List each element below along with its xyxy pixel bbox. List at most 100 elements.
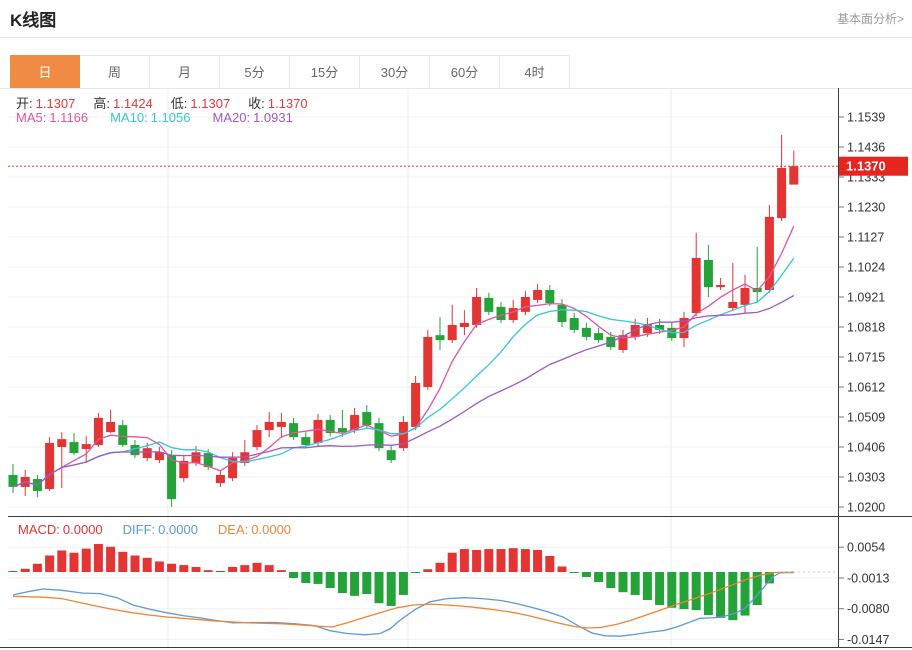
macd-axis-label: 0.0054 — [847, 541, 885, 555]
candle-body — [447, 324, 457, 341]
candle-body — [313, 419, 323, 443]
candle-body — [569, 317, 579, 330]
macd-histogram-bar — [398, 572, 408, 595]
macd-histogram-bar — [679, 572, 689, 610]
macd-histogram-bar — [764, 572, 774, 584]
macd-histogram-bar — [435, 562, 445, 572]
macd-histogram-bar — [618, 572, 628, 593]
candle-body — [45, 442, 55, 489]
candle-body — [93, 417, 103, 445]
candle-body — [228, 458, 238, 479]
price-axis-label: 1.0406 — [847, 441, 885, 455]
candle-body — [484, 297, 494, 312]
macd-axis-label: -0.0013 — [847, 571, 889, 585]
price-axis-label: 1.0200 — [847, 501, 885, 515]
candle-body — [630, 324, 640, 337]
ma20-line — [12, 294, 795, 488]
candle-body — [777, 167, 787, 219]
fundamental-analysis-link[interactable]: 基本面分析> — [836, 12, 904, 26]
macd-histogram-bar — [447, 552, 457, 572]
macd-histogram-bar — [45, 555, 55, 572]
macd-histogram-bar — [252, 562, 262, 572]
candle-body — [716, 285, 726, 288]
candle-body — [398, 421, 408, 449]
macd-histogram-bar — [118, 551, 128, 572]
macd-histogram-bar — [630, 572, 640, 595]
kline-chart-canvas[interactable]: 1.15391.14361.13331.12301.11271.10241.09… — [0, 88, 912, 650]
macd-histogram-bar — [203, 570, 213, 572]
candle-body — [81, 444, 91, 450]
candle-body — [679, 317, 689, 339]
tab-30分[interactable]: 30分 — [360, 55, 430, 88]
candle-body — [276, 421, 286, 427]
macd-histogram-bar — [472, 549, 482, 572]
candle-body — [167, 455, 177, 500]
tab-60分[interactable]: 60分 — [430, 55, 500, 88]
candle-body — [289, 423, 299, 438]
candle-body — [69, 442, 79, 454]
candle-body — [57, 439, 67, 447]
macd-histogram-bar — [20, 568, 30, 572]
macd-axis-label: -0.0080 — [847, 602, 889, 616]
candle-body — [618, 335, 628, 351]
macd-histogram-bar — [362, 572, 372, 595]
macd-histogram-bar — [374, 572, 384, 604]
macd-histogram-bar — [581, 572, 591, 578]
candle-body — [508, 308, 518, 321]
candle-body — [301, 437, 311, 445]
price-axis-label: 1.1024 — [847, 261, 885, 275]
macd-histogram-bar — [496, 549, 506, 572]
tab-5分[interactable]: 5分 — [220, 55, 290, 88]
price-axis-label: 1.1230 — [847, 201, 885, 215]
candle-body — [325, 419, 335, 434]
macd-histogram-bar — [69, 552, 79, 572]
macd-histogram-bar — [484, 549, 494, 572]
macd-histogram-bar — [93, 544, 103, 572]
price-axis-label: 1.0303 — [847, 471, 885, 485]
candle-body — [203, 453, 213, 468]
candle-body — [496, 306, 506, 321]
candle-body — [130, 444, 140, 456]
candle-body — [118, 425, 128, 445]
macd-histogram-bar — [106, 546, 116, 572]
candle-body — [252, 430, 262, 447]
macd-histogram-bar — [508, 548, 518, 572]
macd-histogram-bar — [752, 572, 762, 606]
candle-body — [459, 322, 469, 327]
price-axis-label: 1.1127 — [847, 231, 884, 245]
tab-日[interactable]: 日 — [10, 55, 80, 88]
macd-histogram-bar — [557, 566, 567, 572]
dea-line — [12, 571, 795, 629]
tab-周[interactable]: 周 — [80, 55, 150, 88]
macd-histogram-bar — [691, 572, 701, 611]
macd-histogram-bar — [459, 549, 469, 572]
candle-body — [520, 297, 530, 312]
macd-histogram-bar — [655, 572, 665, 606]
candle-body — [557, 304, 567, 323]
interval-tabs: 日周月 5分 15分 30分 60分 4时 — [0, 55, 912, 89]
macd-histogram-bar — [520, 549, 530, 572]
candle-body — [740, 287, 750, 305]
price-axis-label: 1.0715 — [847, 351, 885, 365]
macd-histogram-bar — [667, 572, 677, 608]
tab-月[interactable]: 月 — [150, 55, 220, 88]
price-axis-label: 1.0612 — [847, 381, 885, 395]
macd-histogram-bar — [32, 563, 42, 572]
macd-histogram-bar — [423, 569, 433, 572]
tab-4时[interactable]: 4时 — [500, 55, 570, 88]
page-header: K线图 基本面分析> — [0, 0, 912, 38]
candle-body — [472, 297, 482, 325]
page-title: K线图 — [10, 11, 57, 30]
tab-15分[interactable]: 15分 — [290, 55, 360, 88]
macd-histogram-bar — [740, 572, 750, 616]
macd-histogram-bar — [386, 572, 396, 606]
candle-body — [386, 450, 396, 461]
candle-body — [545, 290, 555, 304]
macd-histogram-bar — [716, 572, 726, 618]
price-axis-label: 1.1539 — [847, 111, 885, 125]
candle-body — [435, 335, 445, 341]
macd-histogram-bar — [545, 555, 555, 572]
macd-histogram-bar — [337, 572, 347, 594]
candle-body — [642, 324, 652, 334]
macd-histogram-bar — [289, 572, 299, 578]
